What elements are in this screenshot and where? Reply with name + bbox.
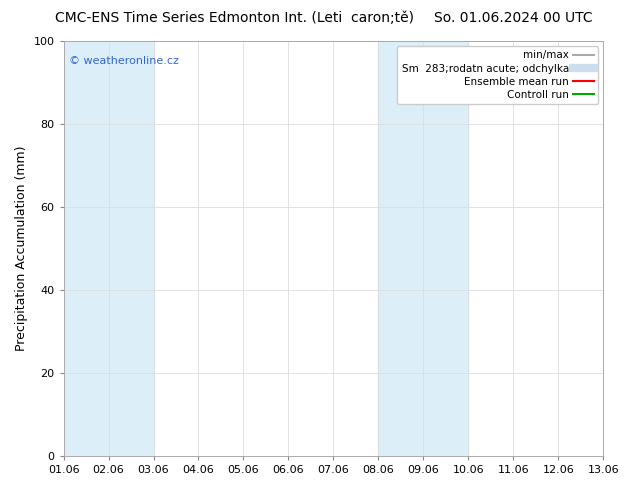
Bar [378, 41, 469, 456]
Bar [63, 41, 153, 456]
Text: So. 01.06.2024 00 UTC: So. 01.06.2024 00 UTC [434, 11, 593, 25]
Legend: min/max, Sm  283;rodatn acute; odchylka, Ensemble mean run, Controll run: min/max, Sm 283;rodatn acute; odchylka, … [398, 46, 598, 104]
Text: © weatheronline.cz: © weatheronline.cz [69, 55, 179, 66]
Y-axis label: Precipitation Accumulation (mm): Precipitation Accumulation (mm) [15, 146, 28, 351]
Text: CMC-ENS Time Series Edmonton Int. (Leti  caron;tě): CMC-ENS Time Series Edmonton Int. (Leti … [55, 11, 414, 25]
